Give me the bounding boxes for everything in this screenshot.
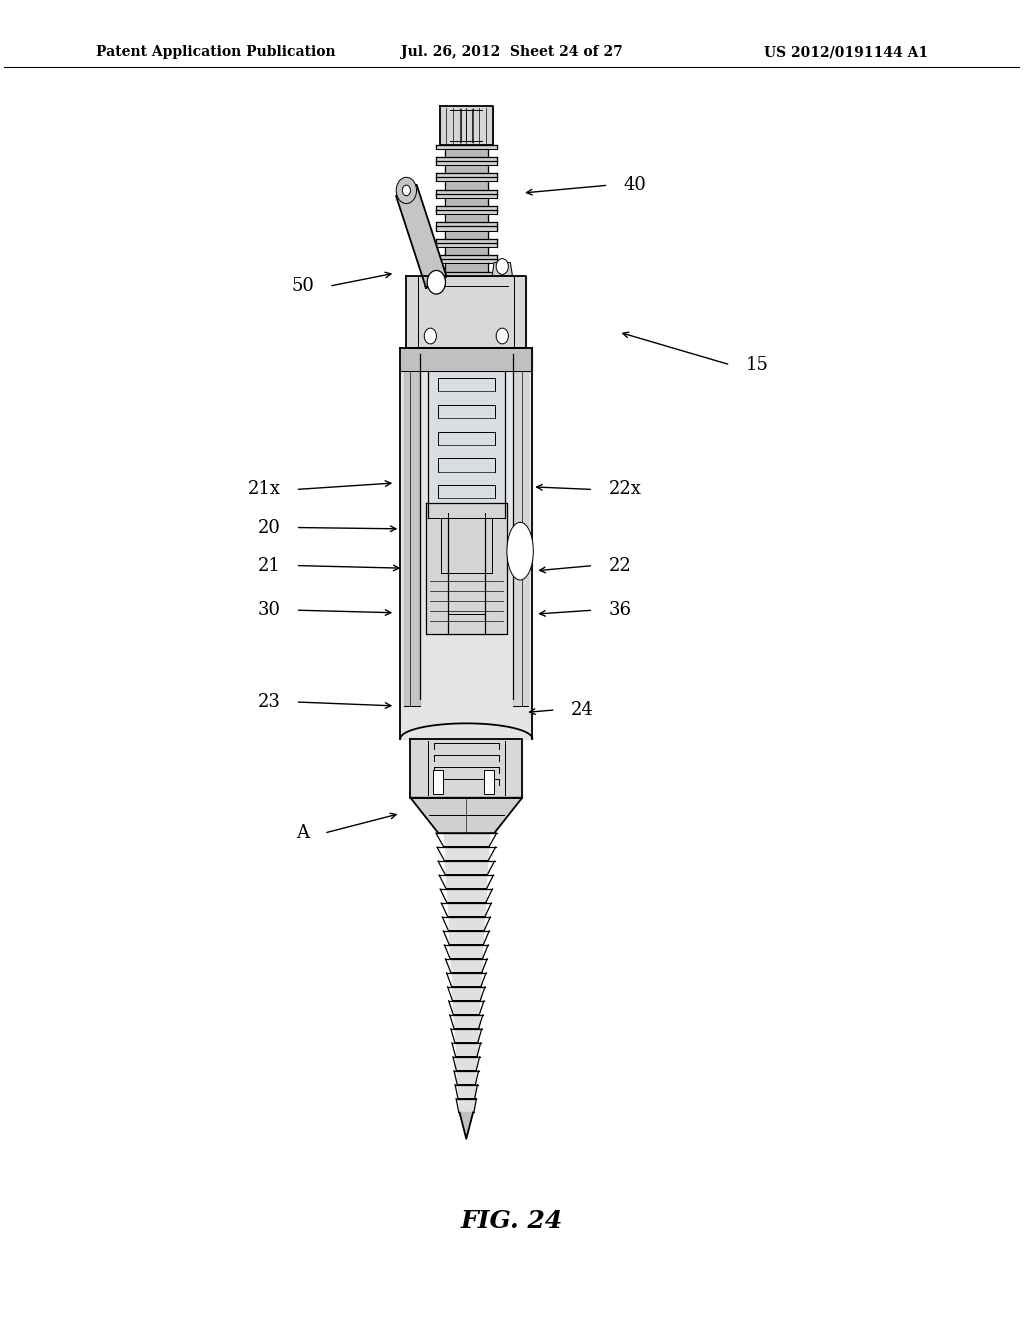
Polygon shape bbox=[436, 255, 497, 259]
Polygon shape bbox=[436, 177, 497, 181]
Text: 23: 23 bbox=[258, 693, 281, 711]
Polygon shape bbox=[436, 194, 497, 198]
Polygon shape bbox=[411, 797, 522, 833]
Polygon shape bbox=[445, 861, 487, 875]
Polygon shape bbox=[428, 371, 505, 519]
Polygon shape bbox=[458, 1085, 474, 1098]
Circle shape bbox=[497, 259, 508, 275]
Circle shape bbox=[497, 329, 508, 345]
Polygon shape bbox=[436, 161, 497, 165]
Polygon shape bbox=[455, 1028, 478, 1043]
Polygon shape bbox=[459, 1098, 474, 1113]
Polygon shape bbox=[445, 231, 487, 239]
Polygon shape bbox=[440, 107, 493, 144]
Polygon shape bbox=[447, 888, 485, 903]
Polygon shape bbox=[411, 739, 522, 797]
Polygon shape bbox=[452, 973, 481, 987]
Polygon shape bbox=[444, 847, 488, 861]
Polygon shape bbox=[436, 157, 497, 161]
Polygon shape bbox=[436, 173, 497, 177]
Polygon shape bbox=[457, 1071, 475, 1085]
Bar bbox=[483, 770, 494, 793]
Text: 30: 30 bbox=[257, 601, 281, 619]
Polygon shape bbox=[400, 348, 532, 371]
Polygon shape bbox=[436, 210, 497, 214]
Text: 36: 36 bbox=[608, 601, 632, 619]
Polygon shape bbox=[400, 348, 532, 739]
Polygon shape bbox=[436, 144, 497, 149]
Polygon shape bbox=[457, 1056, 476, 1071]
Polygon shape bbox=[449, 519, 484, 634]
Polygon shape bbox=[407, 276, 526, 348]
Polygon shape bbox=[396, 185, 446, 288]
Ellipse shape bbox=[507, 523, 534, 579]
Polygon shape bbox=[454, 1015, 478, 1028]
Text: FIG. 24: FIG. 24 bbox=[461, 1209, 563, 1233]
Polygon shape bbox=[445, 214, 487, 222]
Text: 15: 15 bbox=[745, 356, 768, 374]
Polygon shape bbox=[436, 239, 497, 243]
Text: 21: 21 bbox=[258, 557, 281, 574]
Polygon shape bbox=[436, 272, 497, 276]
Polygon shape bbox=[451, 958, 481, 973]
Circle shape bbox=[424, 329, 436, 345]
Polygon shape bbox=[436, 190, 497, 194]
Polygon shape bbox=[451, 945, 482, 958]
Polygon shape bbox=[447, 903, 484, 917]
Text: 22: 22 bbox=[608, 557, 631, 574]
Text: A: A bbox=[296, 824, 309, 842]
Polygon shape bbox=[493, 263, 512, 276]
Polygon shape bbox=[456, 1043, 477, 1056]
Polygon shape bbox=[449, 917, 484, 931]
Text: Patent Application Publication: Patent Application Publication bbox=[95, 45, 335, 59]
Polygon shape bbox=[445, 264, 487, 272]
Polygon shape bbox=[441, 519, 492, 573]
Text: 50: 50 bbox=[291, 277, 314, 296]
Polygon shape bbox=[445, 181, 487, 190]
Polygon shape bbox=[436, 206, 497, 210]
Circle shape bbox=[402, 185, 411, 195]
Polygon shape bbox=[404, 358, 420, 706]
Polygon shape bbox=[460, 1113, 473, 1139]
Polygon shape bbox=[436, 243, 497, 247]
Polygon shape bbox=[426, 503, 507, 634]
Polygon shape bbox=[445, 149, 487, 157]
Polygon shape bbox=[513, 358, 528, 706]
Bar bbox=[433, 770, 443, 793]
Text: 24: 24 bbox=[571, 701, 594, 719]
Text: 20: 20 bbox=[258, 519, 281, 536]
Polygon shape bbox=[454, 1001, 479, 1015]
Polygon shape bbox=[436, 222, 497, 227]
Polygon shape bbox=[445, 198, 487, 206]
Text: 22x: 22x bbox=[608, 480, 641, 499]
Polygon shape bbox=[453, 987, 480, 1001]
Text: US 2012/0191144 A1: US 2012/0191144 A1 bbox=[764, 45, 929, 59]
Polygon shape bbox=[445, 165, 487, 173]
Polygon shape bbox=[446, 875, 486, 888]
Text: Jul. 26, 2012  Sheet 24 of 27: Jul. 26, 2012 Sheet 24 of 27 bbox=[401, 45, 623, 59]
Circle shape bbox=[427, 271, 445, 294]
Polygon shape bbox=[436, 259, 497, 264]
Circle shape bbox=[396, 177, 417, 203]
Polygon shape bbox=[443, 833, 488, 847]
Text: 40: 40 bbox=[624, 176, 646, 194]
Polygon shape bbox=[445, 247, 487, 255]
Polygon shape bbox=[436, 227, 497, 231]
Text: 21x: 21x bbox=[248, 480, 281, 499]
Polygon shape bbox=[450, 931, 483, 945]
